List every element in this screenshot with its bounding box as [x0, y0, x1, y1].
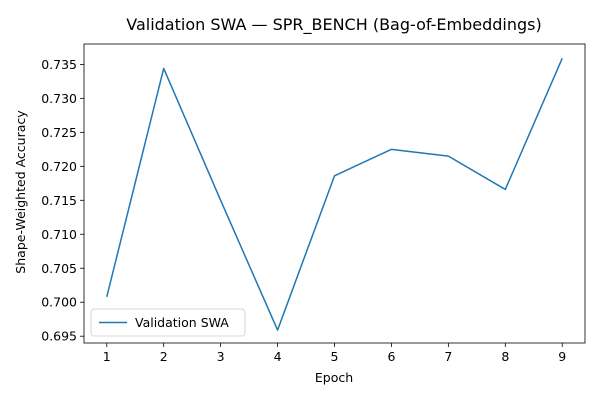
y-axis-label: Shape-Weighted Accuracy — [13, 110, 28, 274]
series-line — [106, 57, 563, 331]
y-tick-label: 0.695 — [41, 329, 77, 344]
x-tick-label: 4 — [274, 349, 282, 364]
x-tick-label: 1 — [103, 349, 111, 364]
chart-title: Validation SWA — SPR_BENCH (Bag-of-Embed… — [126, 15, 541, 35]
plot-area: 1 2 3 4 5 6 7 8 9 0.695 0.700 0.705 0.710 0.715 0.720 0… — [41, 43, 586, 364]
x-tick-label: 9 — [558, 349, 566, 364]
legend-box — [90, 308, 246, 337]
axes-frame — [83, 43, 586, 344]
x-axis-label: Epoch — [315, 370, 353, 385]
x-tick-label: 7 — [444, 349, 452, 364]
y-tick-label: 0.730 — [41, 91, 77, 106]
y-tick-label: 0.725 — [41, 125, 77, 140]
y-tick-label: 0.735 — [41, 57, 77, 72]
x-tick-label: 5 — [331, 349, 339, 364]
y-tick-label: 0.720 — [41, 159, 77, 174]
y-tick-label: 0.710 — [41, 227, 77, 242]
y-tick-label: 0.715 — [41, 193, 77, 208]
x-tick-label: 6 — [387, 349, 395, 364]
x-tick-label: 2 — [160, 349, 168, 364]
x-tick-label: 3 — [217, 349, 225, 364]
y-tick-label: 0.705 — [41, 261, 77, 276]
legend-label: Validation SWA — [135, 315, 229, 330]
y-tick-label: 0.700 — [41, 295, 77, 310]
x-tick-label: 8 — [501, 349, 509, 364]
